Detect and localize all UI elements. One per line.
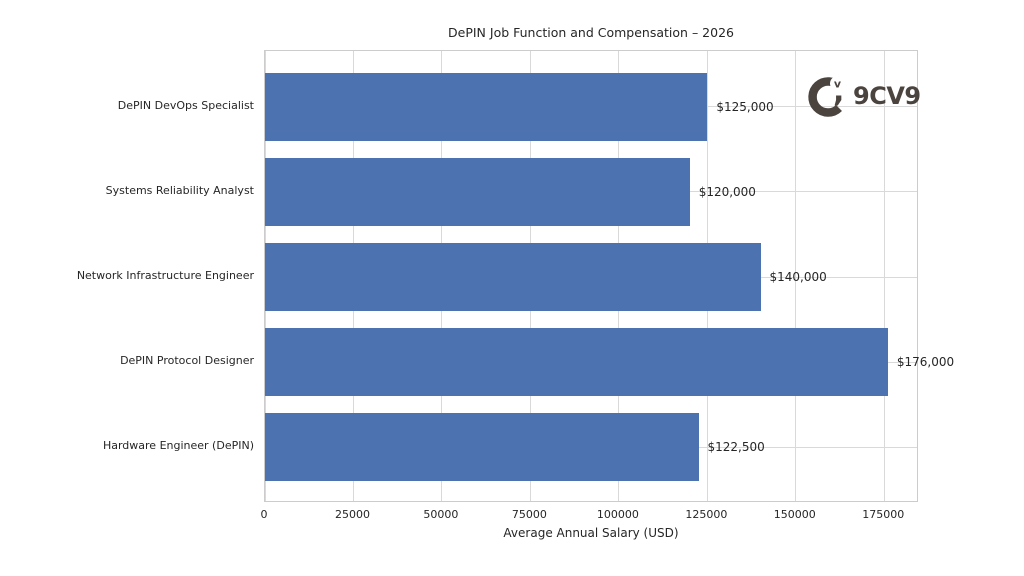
category-label: Systems Reliability Analyst (105, 184, 254, 197)
value-label: $140,000 (769, 270, 827, 284)
9cv9-logo-icon: v , (808, 74, 845, 117)
bar-2 (265, 243, 761, 311)
bar-0 (265, 73, 708, 141)
x-tick-label: 100000 (596, 508, 639, 521)
x-tick-label: 125000 (685, 508, 728, 521)
category-label: Hardware Engineer (DePIN) (102, 439, 254, 452)
plot-area: $125,000 $120,000 $140,000 $176,000 $122,500 (264, 50, 954, 502)
bar-4 (265, 413, 699, 481)
value-label: $122,500 (707, 440, 765, 454)
x-tick-label: 150000 (773, 508, 816, 521)
svg-text:,: , (833, 74, 844, 109)
value-label: $125,000 (716, 100, 774, 114)
logo-text: 9CV9 (853, 82, 921, 110)
gridline-vertical (883, 51, 885, 501)
svg-text:v: v (834, 78, 842, 91)
x-tick-label: 75000 (511, 508, 547, 521)
value-label: $176,000 (896, 355, 955, 369)
x-tick-label: 25000 (335, 508, 370, 521)
chart-title: DePIN Job Function and Compensation – 20… (448, 25, 734, 40)
x-tick-label: 0 (260, 508, 268, 521)
gridline-vertical (795, 51, 797, 501)
category-label: DePIN DevOps Specialist (117, 99, 254, 112)
bar-1 (265, 158, 690, 226)
bar-3 (265, 328, 888, 396)
x-axis-label: Average Annual Salary (USD) (503, 526, 679, 540)
x-tick-label: 50000 (423, 508, 459, 521)
x-tick-label: 175000 (862, 508, 905, 521)
category-label: DePIN Protocol Designer (120, 354, 254, 367)
value-label: $120,000 (698, 185, 756, 199)
logo: v , 9CV9 (806, 74, 936, 122)
category-label: Network Infrastructure Engineer (76, 269, 254, 282)
